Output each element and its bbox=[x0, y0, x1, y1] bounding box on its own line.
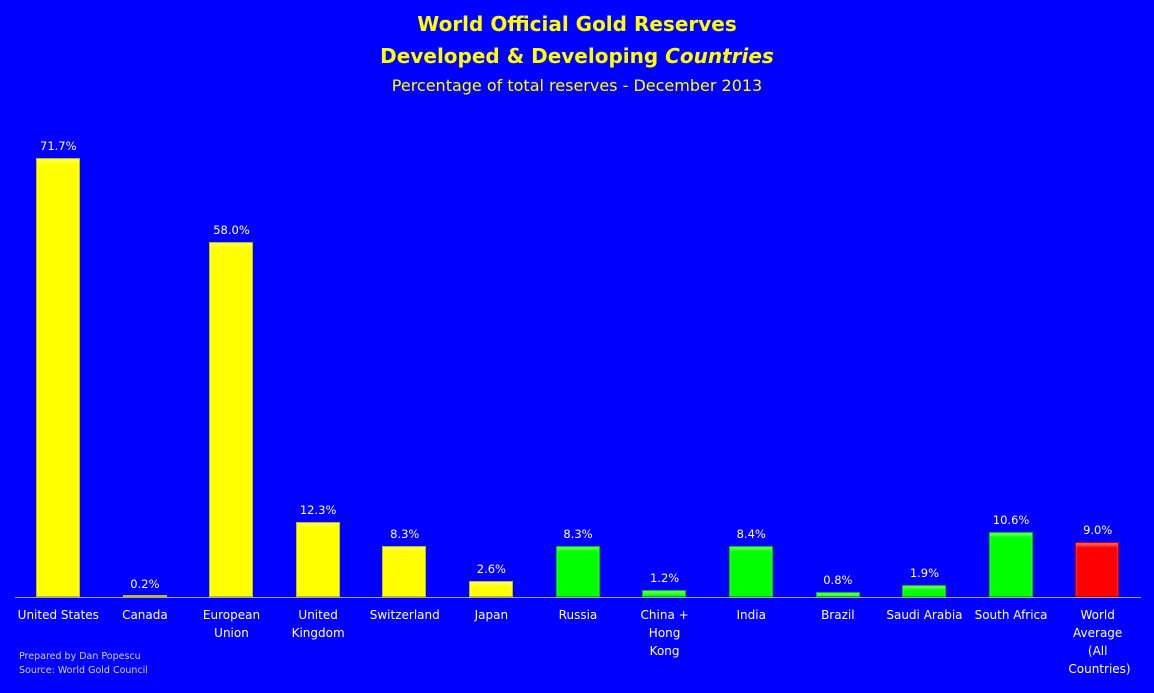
data-label: 71.7% bbox=[40, 139, 77, 154]
chart-subtitle-2: Percentage of total reserves - December … bbox=[391, 76, 763, 95]
bar bbox=[555, 546, 600, 597]
bar-group: 1.9% bbox=[881, 120, 968, 597]
chart-title: World Official Gold Reserves bbox=[417, 12, 737, 36]
bar bbox=[902, 585, 947, 597]
bar-group: 1.2% bbox=[621, 120, 708, 597]
x-tick-label: United States bbox=[17, 608, 99, 622]
data-label: 12.3% bbox=[299, 502, 337, 517]
bar bbox=[988, 532, 1033, 597]
bar bbox=[815, 592, 860, 597]
data-label: 0.8% bbox=[823, 573, 853, 588]
bar-group: 8.3% bbox=[535, 120, 622, 597]
data-label: 9.0% bbox=[1083, 522, 1113, 537]
data-label: 2.6% bbox=[476, 562, 506, 577]
bar-group: 8.4% bbox=[708, 120, 795, 597]
bar-group: 9.0% bbox=[1054, 120, 1141, 597]
bar-group: 10.6% bbox=[968, 120, 1055, 597]
bar-group: 8.3% bbox=[361, 120, 448, 597]
x-tick-label: European Union bbox=[202, 608, 261, 640]
bar-group: 2.6% bbox=[448, 120, 535, 597]
bar bbox=[295, 521, 340, 597]
bar bbox=[209, 242, 254, 597]
bar bbox=[728, 545, 773, 597]
plot-area: 71.7% 0.2% 58.0% 12.3% 8.3% 2.6% 8.3% 1.2% 8.4% 0… bbox=[15, 120, 1141, 597]
bar bbox=[1075, 541, 1120, 597]
subtitle-italic: Countries bbox=[665, 44, 774, 68]
x-tick-label: Japan bbox=[474, 608, 509, 622]
data-label: 10.6% bbox=[992, 513, 1030, 528]
x-tick-label: Canada bbox=[122, 608, 168, 622]
x-tick-label: United Kingdom bbox=[291, 608, 345, 640]
subtitle-prefix: Developed & Developing bbox=[380, 44, 666, 68]
data-label: 8.4% bbox=[736, 526, 766, 541]
x-tick-label: Brazil bbox=[821, 608, 855, 622]
data-label: 8.3% bbox=[563, 527, 593, 542]
bar bbox=[382, 546, 427, 597]
data-label: 8.3% bbox=[390, 527, 420, 542]
x-tick-label: China + Hong Kong bbox=[640, 608, 689, 658]
x-tick-label: Switzerland bbox=[369, 608, 440, 622]
bar bbox=[36, 158, 80, 597]
data-label: 58.0% bbox=[213, 223, 250, 238]
bar-group: 12.3% bbox=[275, 120, 362, 597]
bar-group: 71.7% bbox=[15, 120, 102, 597]
bar bbox=[122, 595, 167, 597]
x-axis-line bbox=[15, 597, 1141, 598]
x-tick-label: South Africa bbox=[974, 608, 1048, 622]
bar-group: 0.2% bbox=[102, 120, 189, 597]
data-label: 1.2% bbox=[649, 570, 680, 585]
chart-subtitle-1: Developed & Developing Countries bbox=[0, 44, 1154, 68]
bar-group: 0.8% bbox=[795, 120, 882, 597]
x-tick-label: India bbox=[736, 608, 766, 622]
bar bbox=[469, 581, 514, 597]
x-tick-label: Saudi Arabia bbox=[886, 608, 963, 622]
source-note: Source: World Gold Council bbox=[19, 665, 148, 676]
data-label: 0.2% bbox=[130, 576, 160, 591]
bar-group: 58.0% bbox=[188, 120, 275, 597]
x-tick-label: Russia bbox=[558, 608, 598, 622]
bar bbox=[642, 589, 687, 597]
x-axis-labels: United States Canada European Union United … bbox=[15, 606, 1141, 676]
data-label: 1.9% bbox=[909, 566, 940, 581]
prepared-by-note: Prepared by Dan Popescu bbox=[19, 651, 141, 662]
x-tick-label: World Average (All Countries) bbox=[1068, 608, 1131, 676]
